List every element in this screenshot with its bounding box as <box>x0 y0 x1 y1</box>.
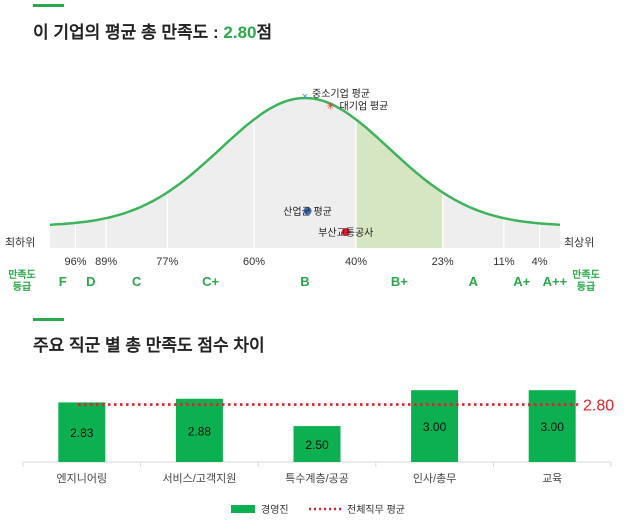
bar-2 <box>293 426 341 462</box>
average-reference-label: 2.80 <box>583 398 614 415</box>
grade-label-7: A+ <box>513 274 530 289</box>
bar-value-label-1: 2.88 <box>188 424 212 438</box>
large-corp-average-label: 대기업 평균 <box>340 100 389 113</box>
highest-label: 최상위 <box>564 236 594 249</box>
percent-tick-label-0: 96% <box>64 256 86 268</box>
industry-average-label: 산업군 평균 <box>283 205 332 218</box>
bar-4 <box>528 390 576 462</box>
grade-label-2: C <box>132 274 142 289</box>
grade-axis-label-right-line-0: 만족도 <box>572 268 600 281</box>
grade-axis-label-left-line-1: 등급 <box>13 281 31 293</box>
title-prefix: 이 기업의 평균 총 만족도 : <box>33 23 224 42</box>
bar-value-label-4: 3.00 <box>541 420 565 434</box>
percent-tick-label-1: 89% <box>95 256 117 268</box>
average-score: 2.80 <box>223 23 257 42</box>
company-label: 부산교통공사 <box>318 227 373 239</box>
section2-title: 주요 직군 별 총 만족도 점수 차이 <box>33 336 265 355</box>
section2-accent-bar <box>33 318 64 321</box>
category-label-1: 서비스/고객지원 <box>162 472 236 485</box>
grade-axis-label-left-line-0: 만족도 <box>8 268 36 281</box>
distribution-curve <box>49 96 561 226</box>
percent-tick-label-6: 11% <box>493 256 514 268</box>
highlight-band <box>356 119 443 248</box>
legend-label-reference: 전체직무 평균 <box>347 504 405 516</box>
large-corp-average-marker: ✳ <box>326 102 334 113</box>
industry-average-marker <box>303 207 312 215</box>
category-label-4: 교육 <box>542 472 562 485</box>
sme-average-label: 중소기업 평균 <box>312 87 370 100</box>
bar-1 <box>175 398 223 462</box>
percent-tick-label-7: 4% <box>532 256 548 268</box>
company-marker <box>341 228 350 236</box>
grade-label-8: A++ <box>543 274 568 289</box>
bar-value-label-2: 2.50 <box>305 438 329 452</box>
title-suffix: 점 <box>256 23 273 42</box>
grade-label-3: C+ <box>202 274 219 289</box>
bar-3 <box>411 390 459 462</box>
legend-swatch-series <box>231 505 255 513</box>
legend-label-series: 경영진 <box>261 503 289 516</box>
lowest-label: 최하위 <box>5 235 35 249</box>
satisfaction-distribution-chart: 96% 89% 77% 60% 40% 23% 11% 4%최하위 최상위만족도등급만족도등급F… <box>5 87 600 293</box>
percent-tick-label-4: 40% <box>345 256 367 268</box>
grade-label-6: A <box>469 274 479 289</box>
bar-value-label-3: 3.00 <box>423 420 447 434</box>
grade-label-4: B <box>300 274 309 289</box>
grade-axis-label-right-line-1: 등급 <box>577 281 595 293</box>
sme-average-marker: × <box>302 91 308 103</box>
grade-label-0: F <box>59 274 67 289</box>
category-label-3: 인사/총무 <box>413 472 457 485</box>
grade-label-1: D <box>86 274 95 289</box>
category-label-0: 엔지니어링 <box>56 472 107 485</box>
page-title: 이 기업의 평균 총 만족도 : 2.80점 <box>33 18 272 43</box>
percent-tick-label-5: 23% <box>432 256 454 268</box>
percent-tick-label-3: 60% <box>243 256 265 268</box>
bar-value-label-0: 2.83 <box>70 426 94 440</box>
percent-tick-label-2: 77% <box>156 256 178 268</box>
curve-fill <box>50 98 560 248</box>
bar-0 <box>58 402 106 462</box>
grade-label-5: B+ <box>391 274 408 289</box>
category-label-2: 특수계층/공공 <box>285 472 349 485</box>
section1-accent-bar <box>33 4 64 7</box>
